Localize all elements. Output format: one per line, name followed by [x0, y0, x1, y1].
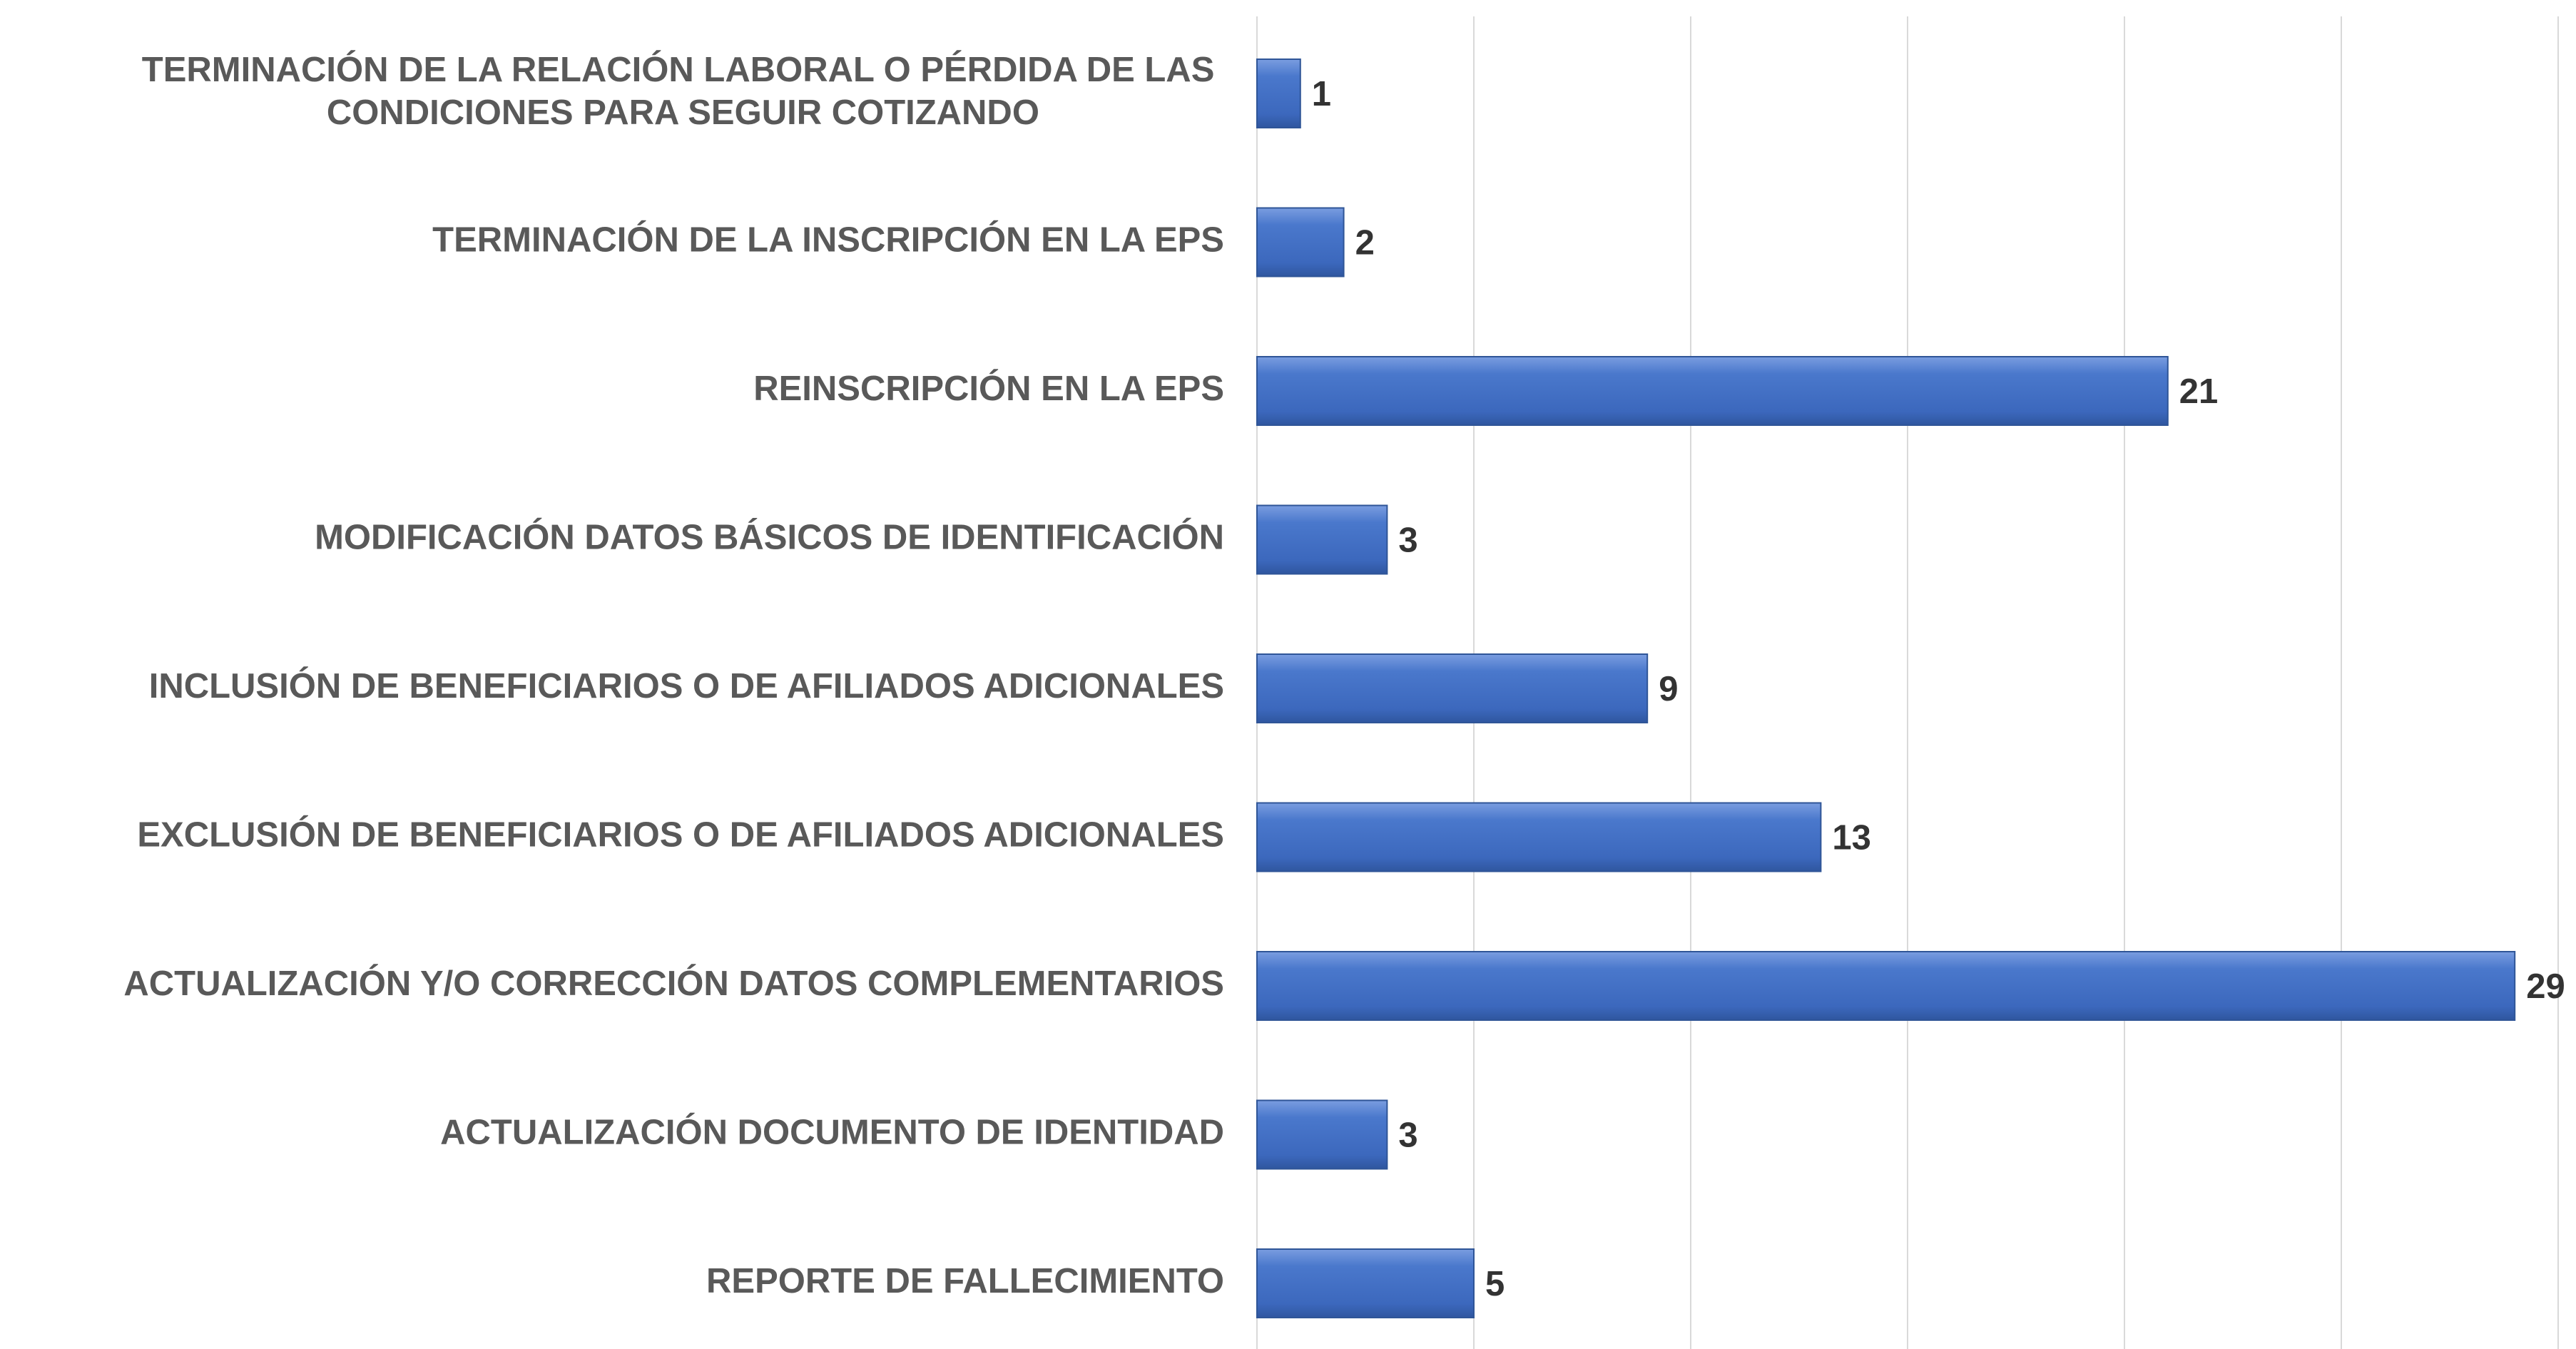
data-label: 3: [1398, 1116, 1417, 1154]
data-label: 2: [1355, 223, 1375, 262]
bar: [1256, 356, 2169, 426]
y-tick-label: ACTUALIZACIÓN Y/O CORRECCIÓN DATOS COMPL…: [123, 964, 1224, 1003]
bar: [1256, 504, 1388, 575]
data-label: 1: [1312, 75, 1331, 113]
data-label: 21: [2179, 372, 2219, 411]
y-tick-label: EXCLUSIÓN DE BENEFICIARIOS O DE AFILIADO…: [137, 815, 1224, 854]
bar: [1256, 58, 1301, 128]
bar: [1256, 802, 1822, 872]
data-label: 29: [2526, 967, 2565, 1006]
label-line: CONDICIONES PARA SEGUIR COTIZANDO: [327, 93, 1039, 132]
bar: [1256, 653, 1649, 723]
y-tick-label: MODIFICACIÓN DATOS BÁSICOS DE IDENTIFICA…: [315, 517, 1224, 556]
data-label: 9: [1659, 670, 1678, 708]
data-label: 3: [1398, 521, 1417, 559]
bar: [1256, 1099, 1388, 1170]
y-tick-label: TERMINACIÓN DE LA RELACIÓN LABORAL O PÉR…: [142, 50, 1224, 132]
data-label: 13: [1832, 818, 1871, 857]
y-tick-label: INCLUSIÓN DE BENEFICIARIOS O DE AFILIADO…: [149, 666, 1224, 706]
data-label: 5: [1485, 1265, 1505, 1303]
bar: [1256, 1248, 1475, 1318]
bar: [1256, 951, 2516, 1021]
y-tick-label: REPORTE DE FALLECIMIENTO: [706, 1262, 1224, 1300]
y-tick-label: REINSCRIPCIÓN EN LA EPS: [753, 369, 1224, 408]
y-tick-label: ACTUALIZACIÓN DOCUMENTO DE IDENTIDAD: [440, 1112, 1224, 1151]
bar: [1256, 207, 1345, 278]
y-tick-label: TERMINACIÓN DE LA INSCRIPCIÓN EN LA EPS: [432, 220, 1224, 259]
label-line: TERMINACIÓN DE LA RELACIÓN LABORAL O PÉR…: [142, 50, 1224, 89]
